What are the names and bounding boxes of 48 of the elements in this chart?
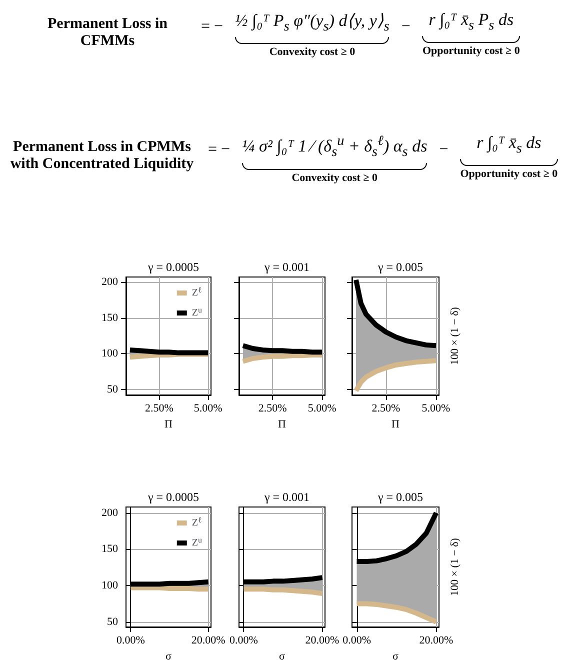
text: Permanent Loss in CFMMs (46, 16, 168, 50)
text: r ∫₀ᵀ x̄$_{s}$ ds (476, 133, 542, 158)
text: Opportunity cost ≥ 0 (422, 45, 520, 58)
x-tick-label: 0.00% (342, 634, 371, 646)
x-tick-label: 2.50% (258, 402, 287, 414)
chart-title: γ = 0.0005 (146, 490, 200, 504)
y-tick-label: 50 (107, 616, 118, 628)
x-tick-label: 0.00% (230, 634, 258, 646)
x-axis-title: σ (279, 650, 286, 662)
x-axis-title: Π (392, 418, 400, 430)
text: Convexity cost ≥ 0 (292, 172, 378, 184)
text: − (439, 141, 448, 159)
y-tick-label: 100 (102, 348, 118, 360)
x-tick-label: 20.00% (419, 634, 454, 646)
text: Opportunity cost ≥ 0 (460, 168, 558, 180)
x-axis-title: Π (278, 418, 286, 430)
x-axis-title: σ (166, 650, 172, 662)
x-tick-label: 5.00% (308, 402, 336, 414)
chart-title: γ = 0.0005 (146, 260, 200, 274)
text: Permanent Loss in CPMMs with Concentrated Liquidity (9, 139, 195, 173)
text: Convexity cost ≥ 0 (269, 46, 356, 58)
x-axis-title: Π (164, 418, 173, 430)
y-axis-title: 100 × (1 − δ) (449, 306, 461, 365)
y-tick-label: 150 (102, 543, 118, 556)
y-tick-label: 50 (107, 383, 118, 396)
x-tick-label: 20.00% (191, 634, 226, 646)
y-tick-label: 150 (102, 312, 118, 324)
x-tick-label: 20.00% (305, 634, 340, 646)
chart-title: γ = 0.001 (263, 260, 310, 274)
x-tick-label: 2.50% (145, 402, 174, 414)
y-tick-label: 100 (102, 580, 118, 592)
text: = − (208, 141, 230, 159)
x-axis-title: σ (392, 650, 399, 662)
x-tick-label: 2.50% (372, 402, 400, 414)
x-tick-label: 5.00% (422, 402, 450, 414)
text: ½ ∫₀ᵀ P$_{s}$ φ″(y$_{s}$) d⟨y, y⟩$_{s}$ (235, 10, 390, 36)
chart-title: γ = 0.005 (376, 490, 424, 504)
x-tick-label: 0.00% (116, 634, 145, 646)
chart-title: γ = 0.001 (263, 490, 310, 504)
chart-title: γ = 0.005 (376, 260, 424, 274)
x-tick-label: 5.00% (194, 402, 222, 414)
text: r ∫₀ᵀ x̄$_{s}$ P$_{s}$ ds (428, 10, 514, 34)
text: − (401, 18, 410, 36)
text: ¼ σ² ∫₀ᵀ 1 ⁄ (δ$_{s}$$^{u}$ + δ$_{s}$$^{ℓ}$) α$_{s}$ ds (242, 133, 428, 160)
y-tick-label: 200 (102, 506, 118, 519)
y-axis-title: 100 × (1 − δ) (449, 538, 461, 596)
y-tick-label: 200 (102, 276, 118, 288)
text: = − (201, 18, 224, 36)
